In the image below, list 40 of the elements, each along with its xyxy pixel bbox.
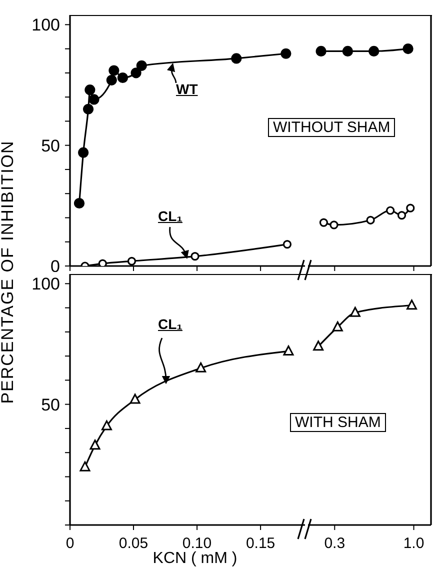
point [78,147,89,158]
x-tick-label: 0.3 [324,535,346,552]
legend-label: WT [176,81,198,97]
point [84,84,96,96]
point [88,94,100,105]
point [106,74,117,86]
y-tick-label: 50 [41,395,60,414]
point [108,65,120,76]
y-axis-title: PERCENTAGE OF INHIBITION [0,140,18,404]
y-tick-label: 100 [32,16,60,35]
point [80,461,90,472]
point [190,252,200,261]
point [127,256,136,266]
point [282,240,292,249]
point [90,440,100,450]
x-tick-label: 0.05 [118,535,148,552]
y-tick-label: 50 [41,136,60,156]
point [101,420,112,430]
point [130,68,142,78]
point [136,60,147,71]
point [98,259,107,266]
annotation: WITH SHAM [290,413,386,432]
y-tick-label: 100 [32,274,60,294]
point [283,345,294,356]
point [196,362,206,372]
annotation: WITHOUT SHAM [268,118,396,137]
point [130,394,140,404]
x-tick-label: 0.10 [182,535,212,552]
y-tick-label: 0 [50,257,60,276]
x-tick-label: 0 [66,535,74,552]
x-axis-title: KCN ( mM ) [152,550,238,567]
text: CL₁ [158,316,182,332]
point [117,72,128,84]
point [231,53,242,64]
x-tick-label: 1.0 [403,535,424,552]
x-tick-label: 0.15 [246,535,276,552]
point [74,198,85,209]
point [280,48,292,59]
text: CL₁ [158,208,182,224]
point [82,104,94,114]
